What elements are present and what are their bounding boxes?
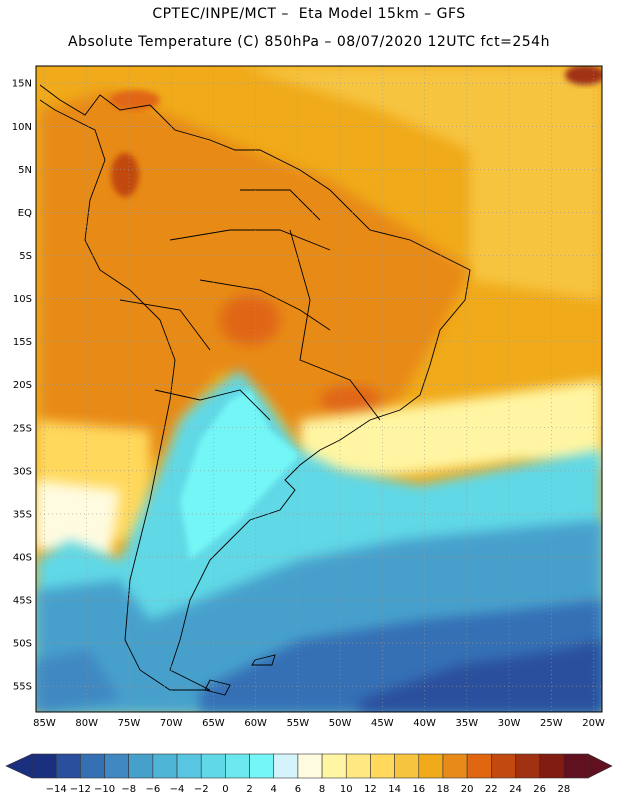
latitude-label: 40S <box>13 552 32 563</box>
legend-color-boxes <box>5 753 613 779</box>
legend-label: 12 <box>364 784 377 795</box>
longitude-label: 40W <box>413 718 436 729</box>
legend-color-box <box>370 753 395 779</box>
legend-label: 22 <box>485 784 498 795</box>
legend-label: 28 <box>557 784 570 795</box>
longitude-label: 30W <box>498 718 521 729</box>
map-frame <box>35 65 603 713</box>
latitude-label: 35S <box>13 509 32 520</box>
temperature-field <box>36 66 602 712</box>
longitude-label: 50W <box>329 718 352 729</box>
longitude-label: 45W <box>371 718 394 729</box>
legend-color-box <box>466 753 492 779</box>
legend-label: 18 <box>437 784 450 795</box>
legend-color-box <box>128 753 154 779</box>
legend-label: −8 <box>121 784 136 795</box>
color-legend: −14 −12 −10 −8 −6 −4 −2 0 2 4 6 8 10 12 14 16 18 20 22 24 26… <box>5 753 613 795</box>
legend-color-box <box>200 753 226 779</box>
latitude-label: 15S <box>13 337 32 348</box>
latitude-label: 10N <box>12 122 32 133</box>
legend-color-box <box>321 753 347 779</box>
latitude-labels: 15N 10N 5N EQ 5S 10S 15S 20S 25S 30S 35S 40S 45S 50S 5… <box>12 79 32 693</box>
latitude-label: 55S <box>13 682 32 693</box>
temperature-map: 15N 10N 5N EQ 5S 10S 15S 20S 25S 30S 35S 40S 45S 50S 5… <box>12 65 605 729</box>
legend-label: −6 <box>145 784 160 795</box>
legend-color-box <box>442 753 468 779</box>
legend-color-box <box>515 753 540 779</box>
legend-label: 14 <box>388 784 401 795</box>
latitude-label: 5S <box>19 251 32 262</box>
legend-label: −10 <box>94 784 115 795</box>
legend-label: 2 <box>246 784 252 795</box>
legend-label: 20 <box>461 784 474 795</box>
longitude-label: 85W <box>33 718 56 729</box>
longitude-label: 80W <box>75 718 98 729</box>
longitude-label: 20W <box>582 718 605 729</box>
legend-label: 16 <box>412 784 425 795</box>
legend-color-box <box>104 753 129 779</box>
legend-labels: −14 −12 −10 −8 −6 −4 −2 0 2 4 6 8 10 12 14 16 18 20 22 24 26… <box>46 784 571 795</box>
legend-label: 24 <box>509 784 522 795</box>
legend-arrow-low <box>5 753 33 779</box>
legend-color-box <box>273 753 299 779</box>
legend-color-box <box>539 753 565 779</box>
legend-color-box <box>80 753 105 779</box>
longitude-label: 25W <box>540 718 563 729</box>
legend-arrow-high <box>587 753 613 779</box>
latitude-label: 5N <box>18 165 32 176</box>
longitude-label: 75W <box>118 718 141 729</box>
latitude-label: 15N <box>12 79 32 90</box>
legend-color-box <box>297 753 323 779</box>
legend-label: 26 <box>533 784 546 795</box>
legend-label: −12 <box>70 784 91 795</box>
legend-label: −2 <box>194 784 209 795</box>
longitude-label: 55W <box>287 718 310 729</box>
map-title-line-1: CPTEC/INPE/MCT – Eta Model 15km – GFS <box>152 6 466 22</box>
legend-color-box <box>418 753 444 779</box>
map-title-line-2: Absolute Temperature (C) 850hPa – 08/07/… <box>68 34 550 50</box>
longitude-label: 60W <box>244 718 267 729</box>
latitude-label: 20S <box>13 380 32 391</box>
legend-label: 10 <box>340 784 353 795</box>
legend-color-box <box>563 753 589 779</box>
latitude-label: 30S <box>13 466 32 477</box>
legend-color-box <box>249 753 275 779</box>
legend-color-box <box>55 753 81 779</box>
legend-label: −4 <box>170 784 185 795</box>
legend-color-box <box>345 753 371 779</box>
legend-label: 6 <box>295 784 301 795</box>
legend-color-box <box>225 753 250 779</box>
longitude-label: 70W <box>160 718 183 729</box>
coastlines <box>39 84 471 696</box>
latitude-label: 50S <box>13 639 32 650</box>
legend-color-box <box>491 753 516 779</box>
latitude-label: EQ <box>18 208 32 219</box>
legend-color-box <box>152 753 178 779</box>
longitude-label: 65W <box>202 718 225 729</box>
longitude-label: 35W <box>456 718 479 729</box>
legend-color-box <box>31 753 57 779</box>
latitude-label: 10S <box>13 294 32 305</box>
latitude-label: 45S <box>13 596 32 607</box>
longitude-labels: 85W 80W 75W 70W 65W 60W 55W 50W 45W 40W 35W 30W 25W 2… <box>33 718 605 729</box>
legend-color-box <box>394 753 420 779</box>
legend-label: 8 <box>319 784 325 795</box>
legend-label: 4 <box>271 784 277 795</box>
legend-label: 0 <box>222 784 228 795</box>
legend-label: −14 <box>46 784 67 795</box>
latitude-label: 25S <box>13 423 32 434</box>
legend-color-box <box>176 753 202 779</box>
